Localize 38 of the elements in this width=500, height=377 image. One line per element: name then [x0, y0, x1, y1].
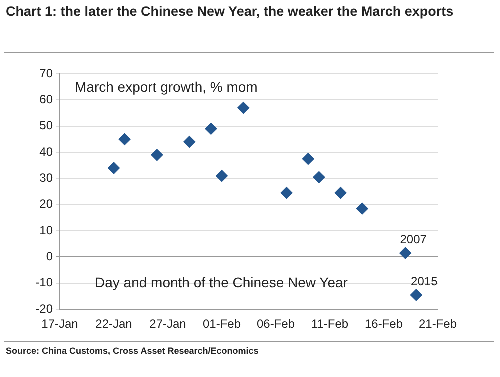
x-tick-label: 11-Feb [311, 317, 349, 332]
point [108, 162, 120, 174]
x-tick-label: 27-Jan [150, 317, 186, 332]
y-tick-label: 60 [40, 92, 54, 106]
point [151, 149, 164, 162]
chart-title: Chart 1: the later the Chinese New Year, the weaker the March exports [6, 3, 455, 21]
point [302, 153, 314, 166]
point [313, 171, 326, 184]
x-tick-label: 06-Feb [256, 317, 296, 332]
point [280, 187, 293, 200]
y-tick-label: -20 [36, 302, 54, 316]
y-tick-label: 0 [46, 250, 54, 264]
x-axis-title: Day and month of the Chinese New Year [95, 274, 348, 290]
point [216, 170, 228, 182]
y-tick-label: 40 [40, 144, 54, 159]
point [410, 289, 422, 302]
point [184, 136, 196, 148]
point [205, 122, 218, 135]
annotation: 2015 [411, 274, 438, 289]
y-tick-label: 20 [40, 197, 54, 212]
point [334, 187, 347, 200]
y-axis-title: March export growth, % mom [75, 78, 258, 95]
x-tick-label: 17-Jan [42, 317, 78, 332]
x-tick-label: 16-Feb [364, 317, 404, 332]
x-tick-label: 01-Feb [202, 317, 242, 332]
y-tick-label: 10 [40, 223, 54, 238]
y-tick-label: 50 [40, 118, 54, 133]
source-note: Source: China Customs, Cross Asset Research/Economics [6, 346, 259, 356]
point [118, 133, 131, 146]
y-tick-label: -10 [36, 276, 54, 290]
point [356, 202, 368, 215]
y-tick-label: 70 [40, 66, 54, 80]
point [400, 247, 412, 260]
annotation: 2007 [400, 232, 428, 247]
x-tick-label: 22-Jan [96, 317, 132, 332]
y-tick-label: 30 [40, 171, 54, 186]
x-tick-label: 21-Feb [418, 317, 458, 332]
point [238, 102, 250, 114]
